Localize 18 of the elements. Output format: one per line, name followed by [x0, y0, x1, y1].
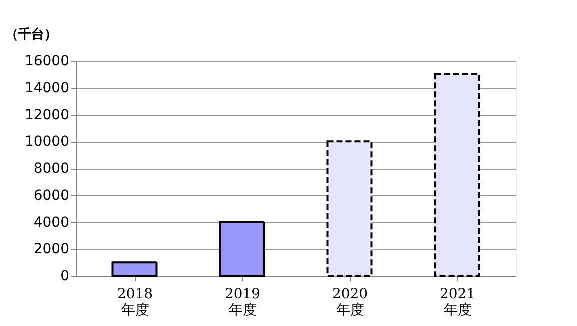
y-tick-label: 10000	[24, 134, 70, 150]
y-tick-label: 2000	[34, 242, 70, 258]
bar	[326, 140, 373, 277]
bar	[219, 221, 266, 277]
y-tick-label: 16000	[24, 54, 70, 70]
x-tick-label: 2019 年度	[224, 286, 261, 318]
x-tick-label: 2018 年度	[117, 286, 154, 318]
y-tick-label: 8000	[34, 161, 70, 177]
y-tick-label: 4000	[34, 214, 70, 231]
y-tick-label: 6000	[34, 188, 70, 204]
x-tick-label: 2021 年度	[440, 286, 476, 318]
bar	[434, 73, 480, 277]
x-tick-label: 2020 年度	[332, 286, 368, 318]
y-tick-label: 14000	[24, 80, 70, 96]
y-tick-label: 12000	[24, 107, 70, 124]
y-tick-label: 0	[60, 268, 70, 284]
bar	[112, 262, 158, 277]
y-axis-title: （千台）	[6, 26, 58, 42]
